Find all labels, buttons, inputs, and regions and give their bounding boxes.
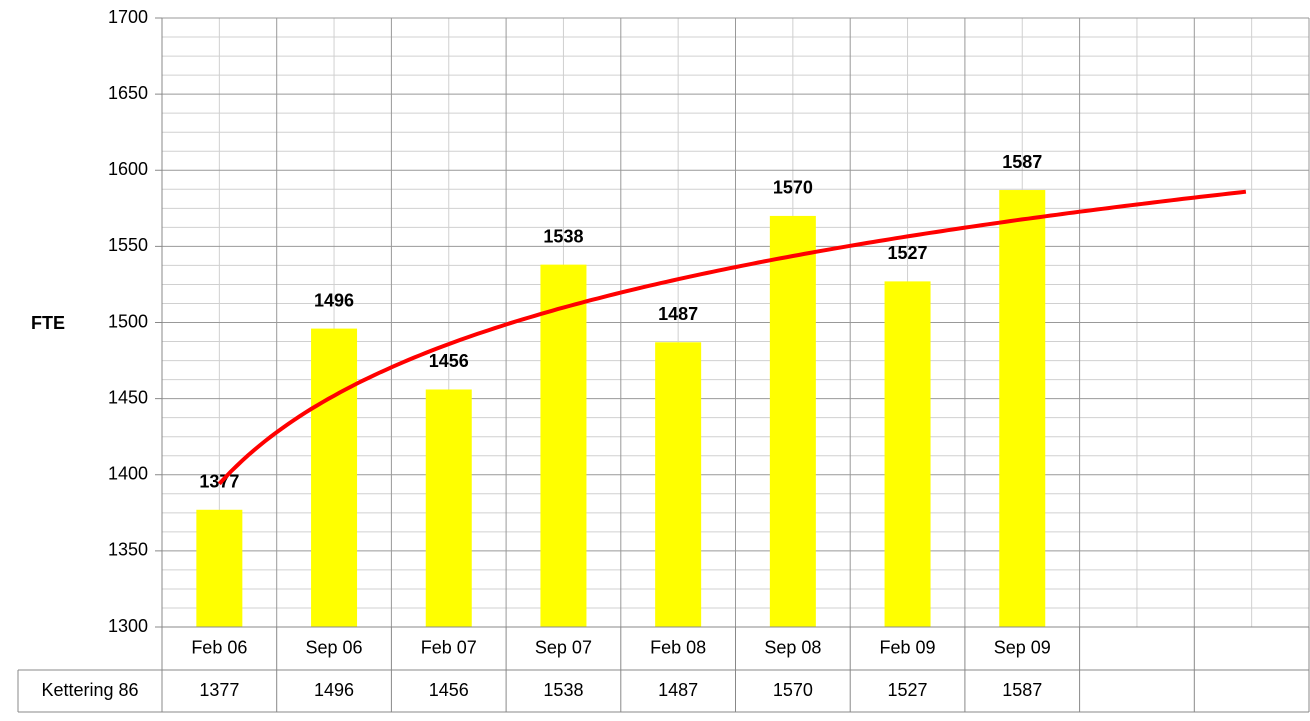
bar xyxy=(540,264,587,627)
data-label: 1496 xyxy=(314,290,354,310)
table-value: 1538 xyxy=(543,680,583,700)
y-tick-label: 1600 xyxy=(108,159,148,179)
data-label: 1456 xyxy=(429,351,469,371)
bar xyxy=(655,342,702,627)
data-label: 1487 xyxy=(658,304,698,324)
bar xyxy=(999,190,1046,628)
y-tick-label: 1300 xyxy=(108,616,148,636)
x-tick-label: Sep 09 xyxy=(994,637,1051,657)
data-label: 1538 xyxy=(543,226,583,246)
bar xyxy=(769,215,816,628)
y-tick-label: 1500 xyxy=(108,311,148,331)
table-value: 1527 xyxy=(888,680,928,700)
bar xyxy=(425,389,472,627)
x-tick-label: Feb 07 xyxy=(421,637,477,657)
y-tick-label: 1450 xyxy=(108,387,148,407)
table-value: 1587 xyxy=(1002,680,1042,700)
x-tick-label: Feb 06 xyxy=(191,637,247,657)
trendline xyxy=(217,189,1247,486)
y-tick-label: 1550 xyxy=(108,235,148,255)
bar xyxy=(884,281,931,627)
x-tick-label: Sep 06 xyxy=(306,637,363,657)
x-tick-label: Feb 09 xyxy=(880,637,936,657)
y-tick-label: 1400 xyxy=(108,464,148,484)
legend-entry: Kettering 86 xyxy=(41,680,138,700)
y-tick-label: 1650 xyxy=(108,83,148,103)
table-value: 1487 xyxy=(658,680,698,700)
x-tick-label: Sep 07 xyxy=(535,637,592,657)
bar xyxy=(311,328,358,627)
table-value: 1377 xyxy=(199,680,239,700)
data-label: 1587 xyxy=(1002,152,1042,172)
x-tick-label: Feb 08 xyxy=(650,637,706,657)
data-label: 1527 xyxy=(888,243,928,263)
y-tick-label: 1350 xyxy=(108,540,148,560)
table-value: 1496 xyxy=(314,680,354,700)
y-axis-label: FTE xyxy=(31,313,65,333)
data-label: 1570 xyxy=(773,178,813,198)
x-tick-label: Sep 08 xyxy=(764,637,821,657)
table-value: 1456 xyxy=(429,680,469,700)
bar xyxy=(196,509,243,627)
y-tick-label: 1700 xyxy=(108,7,148,27)
table-value: 1570 xyxy=(773,680,813,700)
